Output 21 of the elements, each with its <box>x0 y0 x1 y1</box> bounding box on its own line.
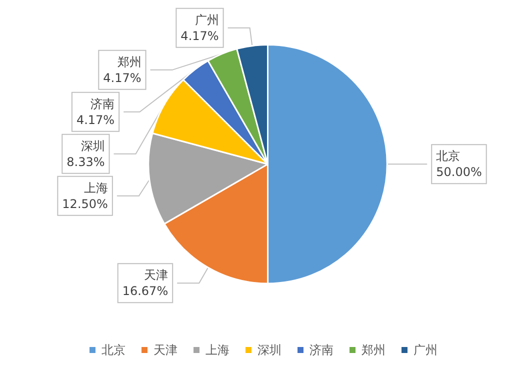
data-label: 16.67% <box>122 284 168 298</box>
legend-label: 深圳 <box>258 343 282 357</box>
legend-label: 郑州 <box>362 343 386 357</box>
slice-label: 深圳 <box>80 138 105 153</box>
data-label: 8.33% <box>66 154 105 169</box>
slice-label: 北京 <box>436 149 460 164</box>
slice-label: 上海 <box>84 180 108 195</box>
data-label: 50.00% <box>436 165 482 180</box>
data-label: 4.17% <box>180 28 219 43</box>
data-label: 12.50% <box>62 196 108 211</box>
legend-label: 济南 <box>310 343 334 357</box>
legend-label: 北京 <box>102 343 126 357</box>
legend-label: 广州 <box>414 343 438 357</box>
slice-label: 郑州 <box>117 54 142 69</box>
slice-label: 广州 <box>194 12 219 27</box>
data-label: 4.17% <box>76 112 115 127</box>
data-label: 4.17% <box>103 70 142 85</box>
legend-label: 天津 <box>154 343 178 357</box>
slice-label: 天津 <box>144 268 168 282</box>
slice-label: 济南 <box>90 96 115 111</box>
legend-label: 上海 <box>206 343 230 357</box>
